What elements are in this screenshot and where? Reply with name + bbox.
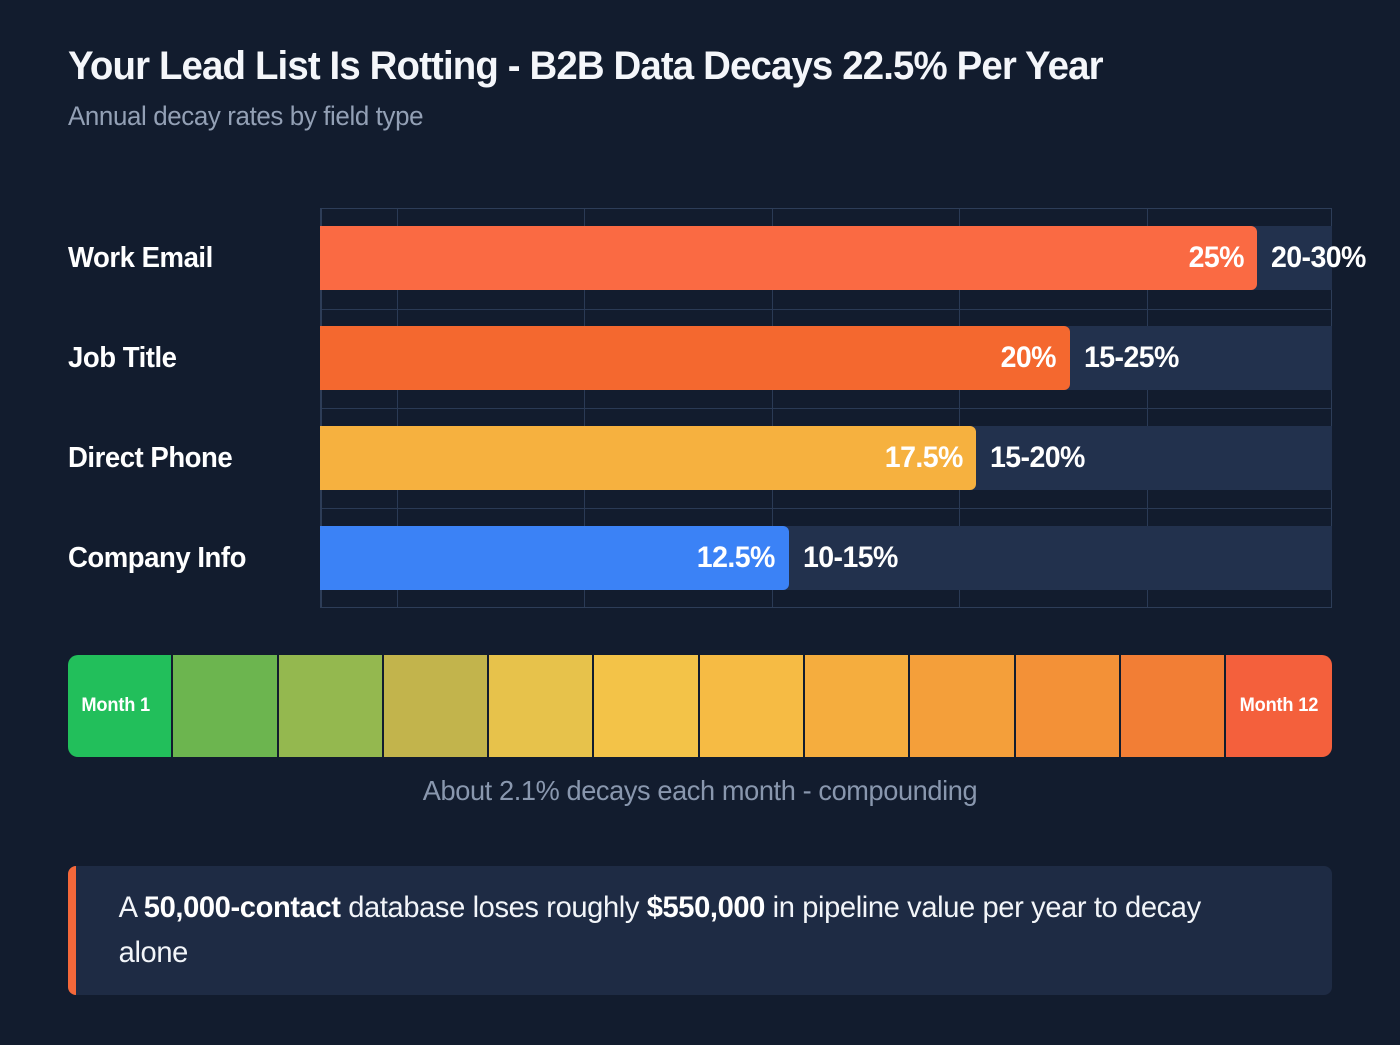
timeline-cell-month-5 [489,655,595,757]
bar-value-label: 20% [1000,341,1057,374]
chart-gridline-horizontal [322,507,1331,509]
timeline-cell-month-11 [1120,655,1227,757]
decay-bar-chart: Work Email 25% 20-30% Job Title 20% 15-25% Dir… [68,208,1366,608]
timeline-cell-month-8 [805,655,911,757]
callout-plain: database loses roughly [340,891,647,925]
timeline-end-label: Month 12 [1239,695,1319,716]
bar-range-label: 20-30% [1271,241,1366,274]
chart-header: Your Lead List Is Rotting - B2B Data Dec… [68,44,1348,132]
bar-work-email[interactable]: 25% [320,226,1258,290]
page-subtitle: Annual decay rates by field type [68,100,424,131]
timeline-cell-month-4 [383,655,490,757]
chart-bar-row: Work Email 25% 20-30% [68,208,1366,308]
timeline-cell-month-9 [910,655,1016,757]
bar-value-label: 17.5% [884,441,964,474]
chart-gridline-horizontal [322,408,1331,409]
callout-plain: A [118,891,144,925]
timeline-cell-month-1: Month 1 [68,655,174,757]
timeline-cell-month-12: Month 12 [1226,655,1333,757]
bar-job-title[interactable]: 20% [320,326,1070,390]
timeline-caption: About 2.1% decays each month - compoundi… [422,775,978,806]
chart-bar-row: Job Title 20% 15-25% [68,308,1332,408]
bar-value-label: 12.5% [697,541,776,574]
bar-company-info[interactable]: 12.5% [320,526,789,590]
chart-gridline-horizontal [322,308,1331,310]
bar-category-label: Direct Phone [68,441,233,474]
callout-highlight: $550,000 [646,891,766,925]
chart-bar-row: Company Info 12.5% 10-15% [68,508,1332,608]
bar-range-label: 15-25% [1083,341,1179,374]
timeline-cell-month-7 [699,655,806,757]
timeline-cell-month-6 [594,655,700,757]
timeline-cell-month-2 [173,655,279,757]
bar-category-label: Work Email [68,241,213,274]
chart-bar-row: Direct Phone 17.5% 15-20% [68,408,1332,508]
timeline-cell-month-10 [1015,655,1121,757]
timeline-cell-month-3 [278,655,384,757]
callout-text: A 50,000-contact database loses roughly … [76,886,1294,975]
callout-accent-bar [68,866,76,995]
bar-range-label: 15-20% [989,441,1085,474]
bar-direct-phone[interactable]: 17.5% [320,426,976,490]
bar-category-label: Job Title [68,341,177,374]
callout-highlight: 50,000-contact [143,891,341,925]
impact-callout: A 50,000-contact database loses roughly … [68,866,1332,995]
timeline-start-label: Month 1 [81,695,150,716]
bar-value-label: 25% [1188,241,1244,274]
bar-category-label: Company Info [68,541,246,574]
bar-range-label: 10-15% [802,541,898,574]
chart-plot-area [320,208,1332,608]
page-title: Your Lead List Is Rotting - B2B Data Dec… [68,44,1104,88]
callout-plain: in pipeline value per year to decay alon… [118,891,1201,969]
monthly-decay-timeline: Month 1 Month 12 [68,655,1333,757]
